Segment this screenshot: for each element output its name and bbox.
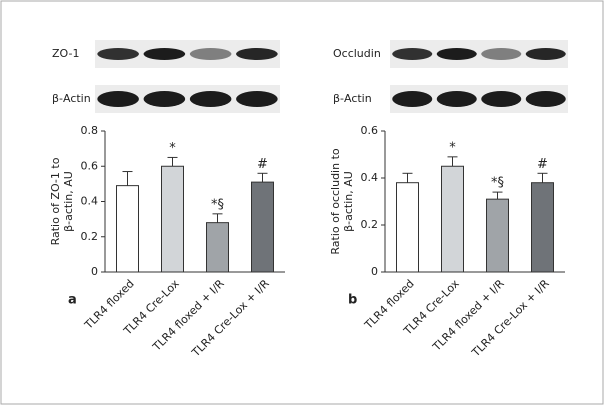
annotation: # xyxy=(257,157,268,172)
blot-band xyxy=(436,48,477,60)
blot-band xyxy=(189,48,232,60)
blot-band xyxy=(481,48,522,60)
bar xyxy=(161,165,184,273)
blot-band xyxy=(436,91,477,107)
y-tick-label: 0.6 xyxy=(361,124,379,137)
y-axis-label: Ratio of ZO-1 toβ-actin, AU xyxy=(49,157,75,245)
y-tick-label: 0 xyxy=(91,265,98,278)
y-axis-label-line: Ratio of occludin to xyxy=(329,148,342,255)
blot-label: β-Actin xyxy=(333,92,372,105)
annotation: # xyxy=(537,157,548,172)
blot-band xyxy=(525,48,566,60)
blot-band xyxy=(236,91,278,107)
y-axis-label: Ratio of occludin toβ-actin, AU xyxy=(329,148,355,255)
blot-band xyxy=(97,91,139,107)
bar xyxy=(116,185,139,273)
bar xyxy=(206,222,229,273)
annotation: *§ xyxy=(211,197,224,212)
blot-label: β-Actin xyxy=(52,92,91,105)
panel-label: a xyxy=(68,293,77,308)
bar xyxy=(251,181,274,273)
y-axis-label-line: β-actin, AU xyxy=(342,171,355,232)
y-axis-label-line: Ratio of ZO-1 to xyxy=(49,157,62,245)
blot-band xyxy=(143,91,186,107)
y-tick-label: 0.4 xyxy=(81,195,99,208)
blot-band xyxy=(392,91,433,107)
blot-band xyxy=(236,48,278,60)
bar xyxy=(396,182,419,273)
annotation: *§ xyxy=(491,176,504,191)
annotation: * xyxy=(449,140,456,155)
blot-band xyxy=(525,91,566,107)
y-tick-label: 0.8 xyxy=(81,124,99,137)
blot-label: ZO-1 xyxy=(52,47,79,60)
blot-band xyxy=(392,48,433,60)
y-tick-label: 0.4 xyxy=(361,171,379,184)
bar xyxy=(441,165,464,273)
bar xyxy=(531,182,554,273)
blot-label: Occludin xyxy=(333,47,381,60)
blot-band xyxy=(143,48,186,60)
annotation: * xyxy=(169,141,176,156)
y-axis-label-line: β-actin, AU xyxy=(62,171,75,232)
panel-label: b xyxy=(348,293,357,308)
y-tick-label: 0.2 xyxy=(361,218,379,231)
blot-band xyxy=(481,91,522,107)
y-tick-label: 0.6 xyxy=(81,159,99,172)
blot-band xyxy=(189,91,232,107)
y-tick-label: 0 xyxy=(371,265,378,278)
blot-band xyxy=(97,48,139,60)
y-tick-label: 0.2 xyxy=(81,230,99,243)
bar xyxy=(486,198,509,273)
